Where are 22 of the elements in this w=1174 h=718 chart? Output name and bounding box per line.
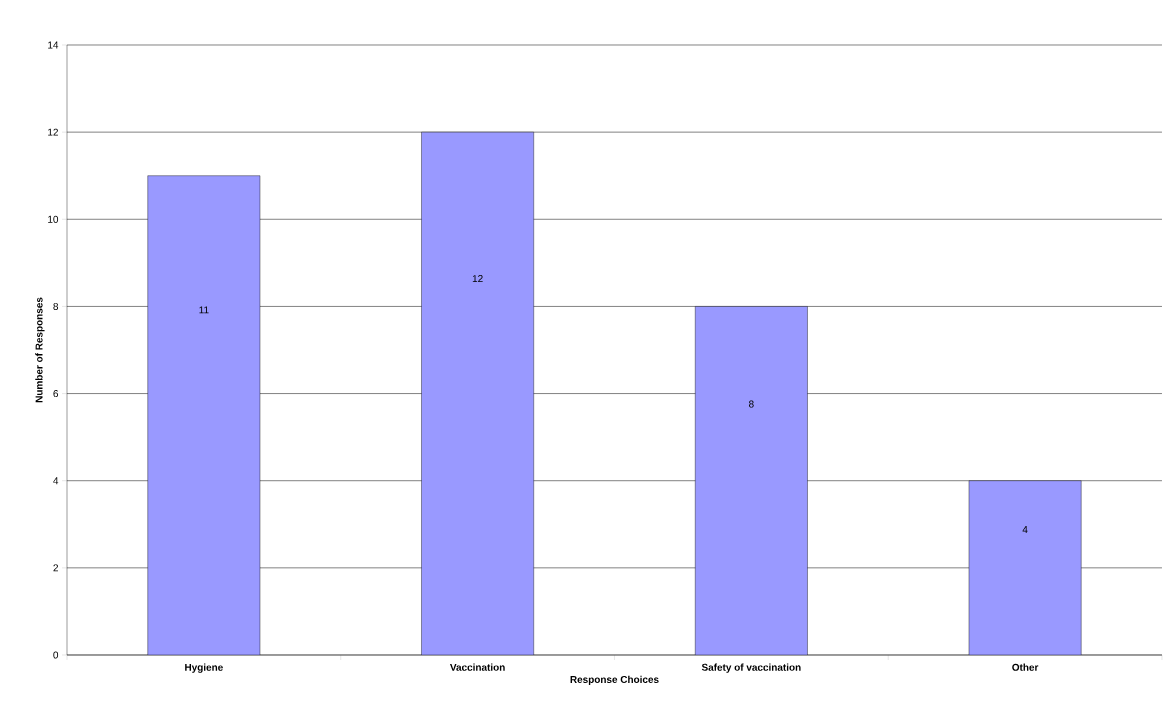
y-tick-label: 12	[48, 128, 58, 136]
y-tick-label: 2	[53, 564, 58, 572]
x-tick-label: Safety of vaccination	[701, 663, 801, 673]
data-label: 12	[472, 275, 483, 283]
y-axis-title: Number of Responses	[35, 297, 45, 403]
y-tick-label: 10	[48, 215, 59, 223]
data-label: 8	[749, 400, 754, 408]
y-tick-label: 14	[48, 41, 59, 49]
data-label: 11	[199, 306, 209, 314]
data-label: 4	[1022, 526, 1028, 533]
bar	[695, 306, 808, 655]
bar	[968, 480, 1082, 655]
y-tick-label: 6	[53, 390, 59, 398]
x-tick-label: Hygiene	[185, 663, 223, 673]
x-tick-label: Vaccination	[449, 663, 505, 671]
y-tick-label: 4	[53, 477, 59, 485]
bar	[421, 131, 534, 655]
y-tick-label: 0	[53, 651, 59, 659]
bar	[147, 175, 261, 655]
y-tick-label: 8	[53, 302, 59, 310]
x-axis-title: Response Choices	[570, 675, 659, 685]
x-tick-label: Other	[1012, 663, 1039, 671]
